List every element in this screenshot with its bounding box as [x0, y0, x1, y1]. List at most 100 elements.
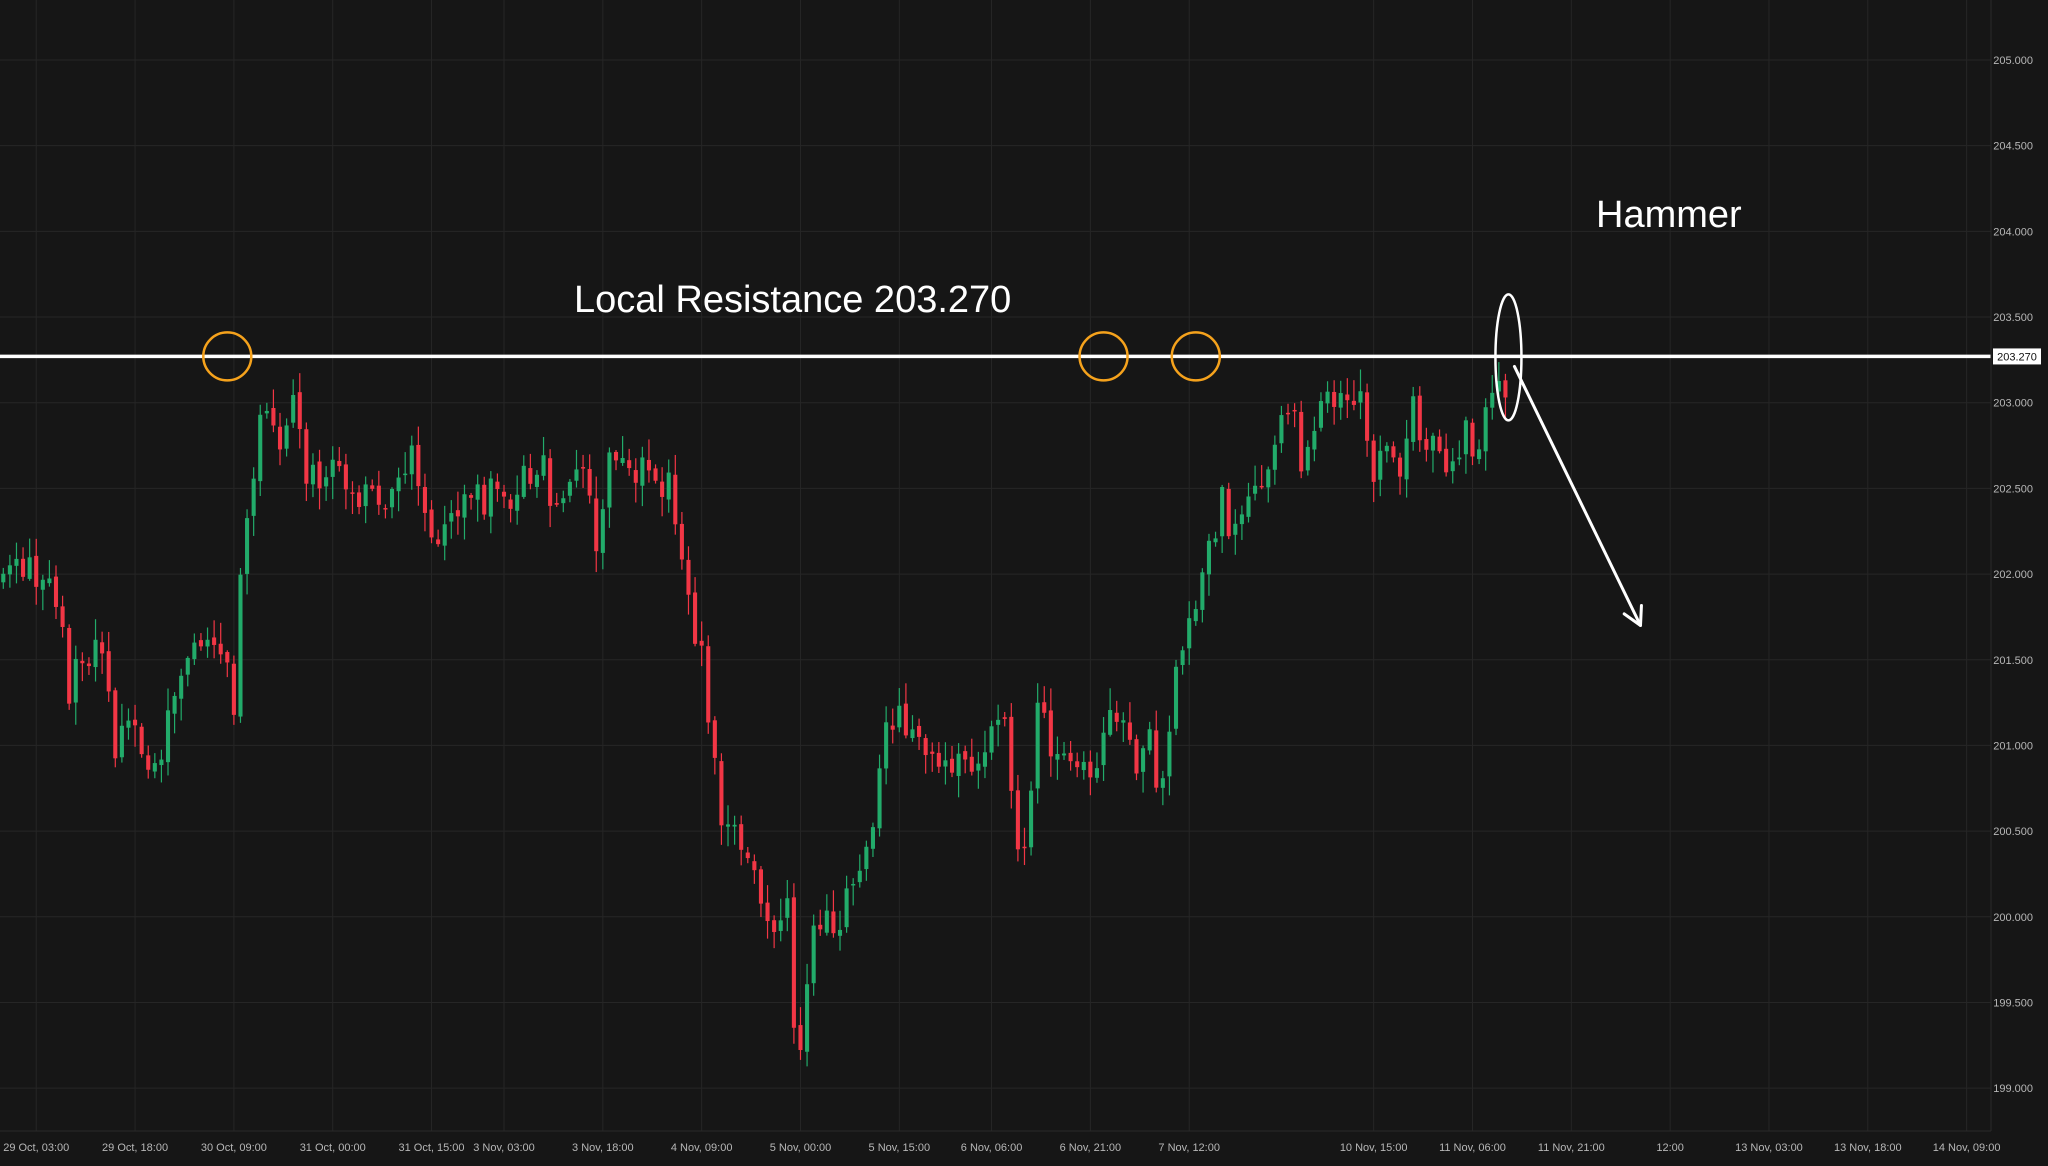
candle-body-up — [1483, 407, 1488, 452]
x-tick-label: 4 Nov, 09:00 — [671, 1142, 733, 1154]
candle-body-up — [857, 870, 862, 883]
candle-body-up — [989, 726, 994, 753]
candle-body-down — [495, 481, 500, 490]
x-tick-label: 13 Nov, 18:00 — [1834, 1142, 1902, 1154]
candle-body-down — [528, 468, 533, 484]
candles — [1, 362, 1508, 1067]
candle-body-up — [291, 395, 296, 423]
x-tick-label: 13 Nov, 03:00 — [1735, 1142, 1803, 1154]
candle-body-up — [982, 752, 988, 767]
candle-body-up — [264, 410, 269, 414]
x-tick-label: 31 Oct, 00:00 — [300, 1142, 366, 1154]
candle-body-down — [818, 924, 823, 930]
candle-body-down — [772, 920, 777, 933]
candle-body-down — [686, 559, 691, 595]
candle-body-up — [330, 459, 335, 477]
candle-body-up — [1477, 449, 1482, 460]
x-tick-label: 7 Nov, 12:00 — [1158, 1142, 1220, 1154]
candle-body-up — [93, 639, 98, 668]
candle-body-down — [343, 464, 348, 490]
candle-body-down — [350, 492, 355, 494]
candle-body-down — [613, 451, 619, 461]
candle-body-up — [185, 657, 190, 675]
candle-body-down — [1470, 422, 1475, 457]
candle-body-down — [1134, 739, 1139, 774]
candle-body-down — [1444, 448, 1449, 473]
candle-body-up — [449, 513, 454, 522]
y-tick-label: 199.000 — [1993, 1083, 2033, 1095]
candle-body-up — [1318, 401, 1324, 428]
candle-body-down — [304, 429, 309, 484]
candle-body-down — [930, 751, 935, 754]
candle-body-down — [745, 852, 750, 859]
candle-body-down — [1114, 712, 1119, 722]
candle-body-down — [1437, 436, 1442, 452]
candle-body-down — [429, 509, 434, 538]
candle-body-up — [245, 518, 250, 574]
y-tick-label: 205.000 — [1993, 55, 2033, 67]
candle-body-up — [1246, 496, 1251, 517]
candle-body-down — [633, 470, 638, 483]
candle-body-down — [416, 444, 421, 487]
candle-body-up — [1160, 778, 1165, 788]
candle-body-up — [1101, 732, 1106, 766]
candle-body-up — [7, 565, 12, 575]
candle-body-up — [1147, 729, 1152, 751]
candle-body-down — [627, 460, 632, 469]
candle-body-up — [1206, 540, 1212, 575]
candle-body-down — [739, 824, 744, 850]
candle-body-up — [47, 578, 52, 584]
candle-body-down — [1397, 457, 1403, 477]
candle-body-up — [1279, 415, 1284, 444]
candle-body-down — [1417, 395, 1422, 441]
candle-body-down — [903, 703, 908, 736]
candle-body-up — [1173, 666, 1179, 729]
x-tick-label: 12:00 — [1656, 1142, 1684, 1154]
x-tick-label: 6 Nov, 21:00 — [1060, 1142, 1122, 1154]
time-axis[interactable]: 29 Oct, 03:00 29 Oct, 18:00 30 Oct, 09:00 3… — [3, 1142, 2000, 1154]
candle-body-up — [996, 719, 1001, 725]
candle-body-up — [1411, 396, 1416, 442]
candle-body-down — [436, 539, 441, 545]
candle-body-down — [34, 555, 39, 587]
candle-body-up — [1378, 450, 1383, 480]
x-tick-label: 31 Oct, 15:00 — [399, 1142, 465, 1154]
candle-body-down — [791, 897, 796, 1028]
candle-body-down — [923, 738, 928, 756]
candle-body-down — [1332, 391, 1337, 407]
y-tick-label: 204.000 — [1993, 226, 2033, 238]
price-axis[interactable]: 199.000 199.500 200.000 200.500 201.000 201.5… — [1993, 55, 2033, 1095]
candle-body-up — [165, 710, 171, 763]
candle-body-up — [1035, 702, 1040, 789]
candle-body-down — [383, 508, 388, 510]
candle-body-down — [67, 627, 72, 704]
candle-body-down — [1068, 752, 1073, 762]
candle-body-down — [949, 758, 955, 773]
candle-body-up — [1200, 572, 1205, 610]
candle-body-down — [198, 640, 203, 647]
candle-body-down — [1371, 440, 1376, 482]
candle-body-down — [554, 503, 559, 505]
candle-body-up — [1496, 381, 1501, 392]
candle-body-up — [732, 824, 737, 827]
candle-body-up — [179, 675, 184, 699]
candle-body-up — [1055, 754, 1060, 760]
candle-body-up — [1061, 753, 1067, 756]
candle-body-down — [653, 468, 658, 481]
projection-arrow — [1512, 364, 1643, 627]
candle-body-down — [1345, 394, 1350, 401]
candle-body-down — [712, 720, 717, 758]
candle-body-down — [422, 487, 427, 513]
candle-body-up — [73, 658, 78, 703]
candle-body-up — [159, 759, 164, 766]
candle-body-up — [1233, 523, 1238, 535]
candle-body-down — [455, 510, 460, 517]
y-tick-label: 199.500 — [1993, 997, 2033, 1009]
candle-body-up — [725, 824, 731, 827]
candle-body-up — [488, 478, 493, 517]
candle-body-down — [831, 911, 836, 934]
candle-body-up — [574, 469, 579, 481]
candle-body-down — [370, 485, 375, 489]
